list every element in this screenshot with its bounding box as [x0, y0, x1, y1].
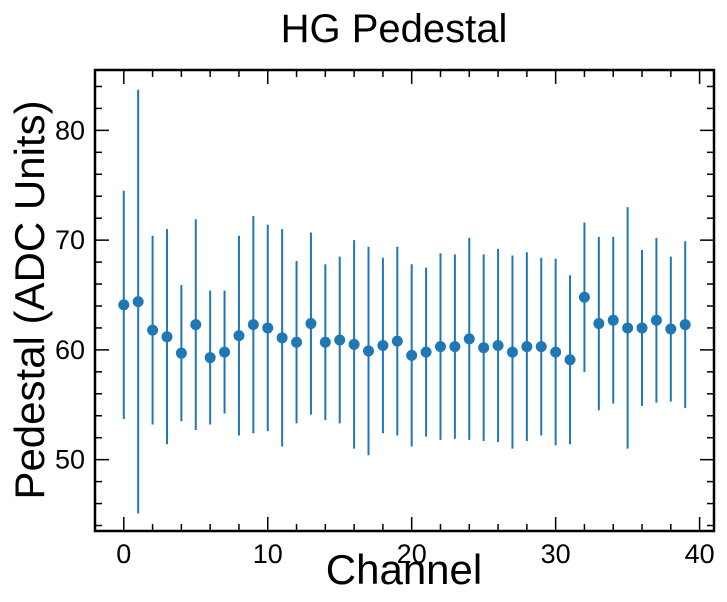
data-point	[204, 352, 216, 364]
data-point	[190, 319, 202, 331]
data-point	[305, 318, 317, 330]
data-point	[665, 323, 677, 335]
data-point	[535, 341, 547, 353]
x-tick-label: 10	[253, 539, 283, 569]
y-tick-label: 60	[55, 335, 85, 365]
data-point	[219, 346, 231, 358]
tick-labels: 0 10 20 30 40 50 60 70 80	[55, 115, 715, 569]
data-point	[578, 291, 590, 303]
y-tick-label: 80	[55, 115, 85, 145]
data-point	[650, 314, 662, 326]
data-point	[334, 334, 346, 346]
data-point	[377, 340, 389, 352]
data-point	[564, 354, 576, 366]
data-point	[636, 322, 648, 334]
plot-frame	[93, 68, 716, 533]
data-point	[449, 341, 461, 353]
data-point	[247, 319, 259, 331]
data-points	[118, 291, 691, 366]
data-point	[420, 346, 432, 358]
data-point	[147, 324, 159, 336]
data-point	[622, 322, 634, 334]
data-point	[161, 331, 173, 343]
x-tick-label: 0	[116, 539, 131, 569]
x-tick-label: 40	[685, 539, 715, 569]
data-point	[463, 333, 475, 345]
data-point	[291, 336, 303, 348]
data-point	[406, 349, 418, 361]
y-tick-label: 70	[55, 225, 85, 255]
data-point	[434, 341, 446, 353]
data-point	[363, 345, 375, 357]
data-point	[550, 346, 562, 358]
error-bars	[122, 89, 687, 514]
data-point	[319, 336, 331, 348]
x-tick-label: 20	[397, 539, 427, 569]
data-point	[118, 299, 130, 311]
data-point	[348, 338, 360, 350]
data-point	[679, 319, 691, 331]
data-point	[132, 296, 144, 308]
y-tick-label: 50	[55, 445, 85, 475]
axis-ticks	[95, 70, 714, 531]
data-point	[593, 318, 605, 330]
data-point	[233, 330, 245, 342]
data-point	[506, 346, 518, 358]
data-point	[607, 314, 619, 326]
data-point	[492, 340, 504, 352]
data-point	[521, 341, 533, 353]
data-point	[262, 322, 274, 334]
chart-title: HG Pedestal	[281, 7, 508, 51]
x-axis-label: Channel	[326, 546, 482, 593]
data-point	[276, 332, 288, 344]
data-point	[175, 347, 187, 359]
x-tick-label: 30	[541, 539, 571, 569]
data-point	[478, 342, 490, 354]
y-axis-label: Pedestal (ADC Units)	[6, 100, 53, 499]
data-point	[391, 335, 403, 347]
